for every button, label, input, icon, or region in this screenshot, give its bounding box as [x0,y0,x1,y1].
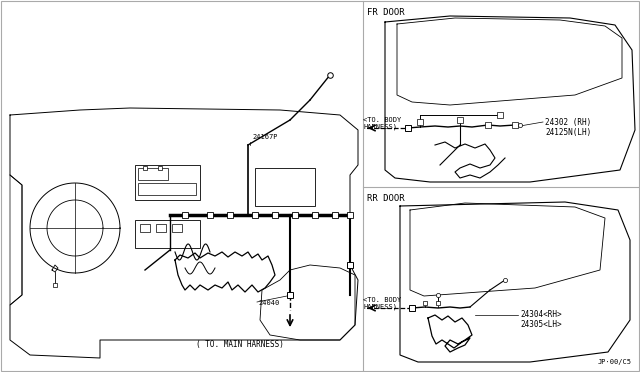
Text: 24040: 24040 [258,300,279,306]
Text: RR DOOR: RR DOOR [367,194,404,203]
Text: <TO. BODY
HARNESS): <TO. BODY HARNESS) [363,297,401,311]
Text: 24304<RH>: 24304<RH> [520,310,562,319]
Bar [140,224,150,232]
Bar [172,224,182,232]
Text: <TO. BODY
HARNESS): <TO. BODY HARNESS) [363,117,401,131]
Polygon shape [10,108,358,358]
Text: 24125N(LH): 24125N(LH) [545,128,591,137]
Bar [135,165,200,200]
Bar [135,220,200,248]
Bar [255,168,315,206]
Text: 24302 (RH): 24302 (RH) [545,118,591,127]
Bar [138,183,196,195]
Polygon shape [260,265,355,340]
Text: FR DOOR: FR DOOR [367,8,404,17]
Bar [156,224,166,232]
Polygon shape [385,16,635,182]
Bar [138,168,168,180]
Text: JP·00/C5: JP·00/C5 [598,359,632,365]
Text: 24167P: 24167P [252,134,278,140]
Polygon shape [400,202,630,362]
Text: ( TO. MAIN HARNESS): ( TO. MAIN HARNESS) [196,340,284,349]
Text: 24305<LH>: 24305<LH> [520,320,562,329]
